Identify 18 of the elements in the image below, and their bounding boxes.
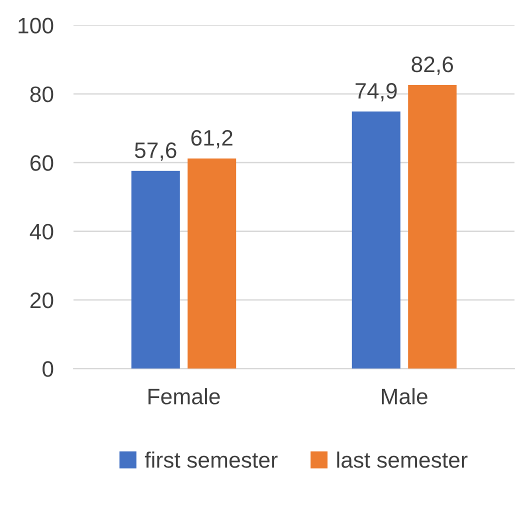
y-tick-label: 40 [30, 224, 54, 240]
x-tick-label: Female [148, 388, 220, 404]
y-tick-label: 0 [42, 361, 54, 377]
bar [408, 85, 457, 369]
y-tick-label: 60 [30, 155, 54, 171]
data-label: 82,6 [412, 56, 454, 75]
data-label: 74,9 [356, 82, 397, 102]
legend-label: last semester [337, 452, 468, 468]
bar [131, 170, 180, 369]
x-tick-label: Male [382, 388, 428, 404]
y-tick-label: 100 [18, 18, 54, 34]
data-label: 61,2 [191, 130, 232, 148]
bar [188, 158, 236, 369]
legend-label: first semester [144, 452, 278, 468]
bar [352, 111, 400, 369]
y-tick-label: 80 [30, 86, 54, 102]
y-tick-label: 20 [30, 292, 54, 308]
data-label: 57,6 [134, 142, 176, 161]
